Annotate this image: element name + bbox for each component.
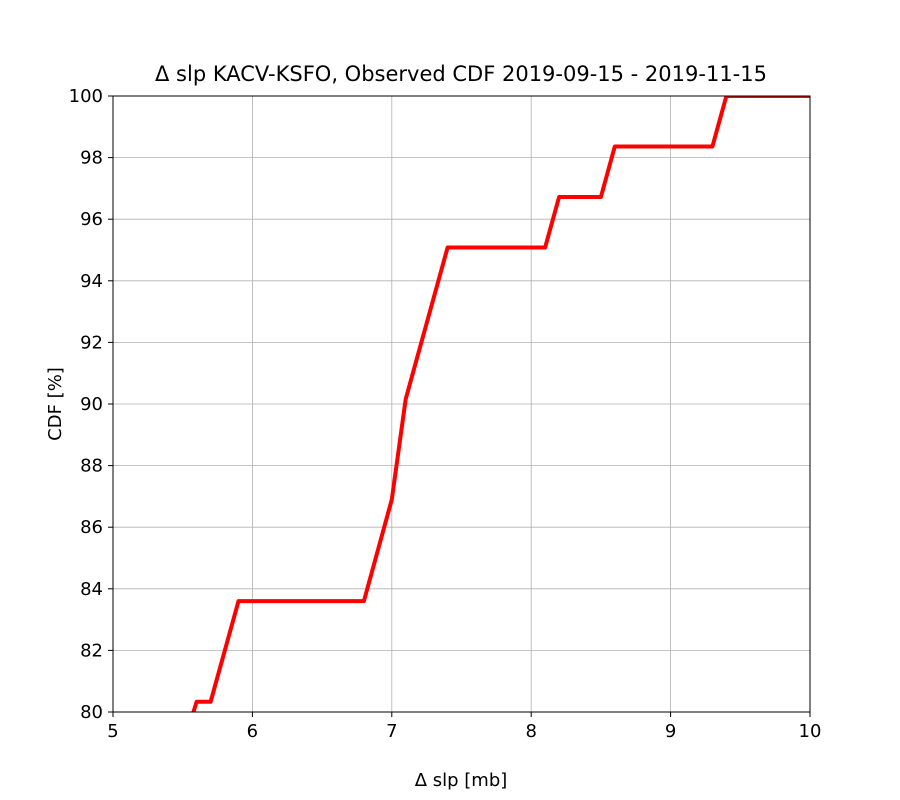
- x-tick-label: 9: [665, 721, 676, 742]
- x-tick-label: 6: [247, 721, 258, 742]
- y-tick-label: 84: [80, 579, 103, 600]
- x-tick-label: 7: [386, 721, 397, 742]
- y-tick-label: 82: [80, 640, 103, 661]
- y-tick-label: 86: [80, 517, 103, 538]
- y-tick-label: 90: [80, 394, 103, 415]
- x-axis-label: Δ slp [mb]: [415, 770, 508, 791]
- x-tick-label: 5: [107, 721, 118, 742]
- x-tick-label: 10: [799, 721, 822, 742]
- series-group: [191, 96, 810, 712]
- y-tick-label: 100: [69, 86, 103, 107]
- y-tick-label: 96: [80, 209, 103, 230]
- y-tick-label: 98: [80, 148, 103, 169]
- x-axis-ticks: 5 6 7 8 9 10: [107, 712, 821, 742]
- y-axis-label: CDF [%]: [45, 367, 66, 441]
- y-axis-ticks: 80 82 84 86 88 90 92 94 96 98 100: [69, 86, 113, 723]
- y-tick-label: 92: [80, 332, 103, 353]
- cdf-series-line: [191, 96, 810, 712]
- chart-title: Δ slp KACV-KSFO, Observed CDF 2019-09-15…: [155, 62, 767, 86]
- x-tick-label: 8: [525, 721, 536, 742]
- grid-lines: [113, 96, 810, 712]
- y-tick-label: 80: [80, 702, 103, 723]
- y-tick-label: 94: [80, 271, 103, 292]
- y-tick-label: 88: [80, 456, 103, 477]
